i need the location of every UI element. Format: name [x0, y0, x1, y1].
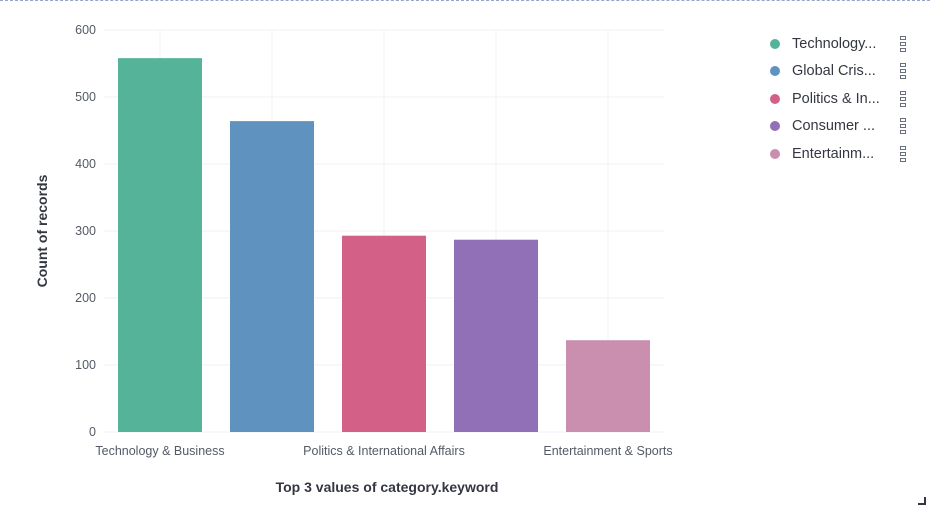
legend-actions-icon[interactable]	[900, 118, 908, 135]
legend-color-dot	[770, 121, 780, 132]
legend-actions-icon[interactable]	[900, 63, 908, 80]
y-tick-label: 100	[75, 358, 96, 372]
legend-label: Politics & In...	[792, 90, 880, 107]
legend-color-dot	[770, 93, 780, 104]
y-tick-label: 200	[75, 291, 96, 305]
legend-color-dot	[770, 66, 780, 77]
legend-label: Consumer ...	[792, 118, 875, 135]
legend-item[interactable]: Global Cris...	[770, 58, 920, 86]
chart-legend: Technology... Global Cris... Politics & In…	[770, 30, 920, 168]
bar[interactable]	[230, 121, 314, 433]
legend-label: Global Cris...	[792, 63, 876, 80]
legend-actions-icon[interactable]	[900, 90, 908, 107]
y-axis-ticks: 0 100 200 300 400 500 600	[75, 23, 96, 439]
legend-actions-icon[interactable]	[900, 145, 908, 162]
y-tick-label: 400	[75, 157, 96, 171]
bar[interactable]	[566, 340, 650, 432]
y-tick-label: 600	[75, 23, 96, 37]
legend-actions-icon[interactable]	[900, 35, 908, 52]
legend-item[interactable]: Consumer ...	[770, 113, 920, 141]
y-tick-label: 0	[89, 425, 96, 439]
legend-color-dot	[770, 148, 780, 159]
legend-label: Technology...	[792, 35, 877, 52]
legend-color-dot	[770, 38, 780, 49]
x-axis-title: Top 3 values of category.keyword	[276, 479, 499, 495]
x-tick-label: Entertainment & Sports	[543, 444, 672, 458]
bar[interactable]	[454, 239, 538, 432]
bar[interactable]	[342, 235, 426, 432]
legend-item[interactable]: Technology...	[770, 30, 920, 58]
x-tick-label: Technology & Business	[95, 444, 224, 458]
y-tick-label: 500	[75, 90, 96, 104]
legend-item[interactable]: Entertainm...	[770, 140, 920, 168]
x-tick-label: Politics & International Affairs	[303, 444, 465, 458]
bar[interactable]	[118, 58, 202, 432]
legend-item[interactable]: Politics & In...	[770, 85, 920, 113]
y-tick-label: 300	[75, 224, 96, 238]
panel-top-border	[0, 0, 930, 1]
legend-label: Entertainm...	[792, 145, 875, 162]
bars	[118, 58, 650, 433]
x-axis-ticks: Technology & Business Politics & Internat…	[95, 444, 672, 458]
resize-handle[interactable]	[918, 497, 926, 505]
y-axis-title: Count of records	[34, 174, 50, 287]
